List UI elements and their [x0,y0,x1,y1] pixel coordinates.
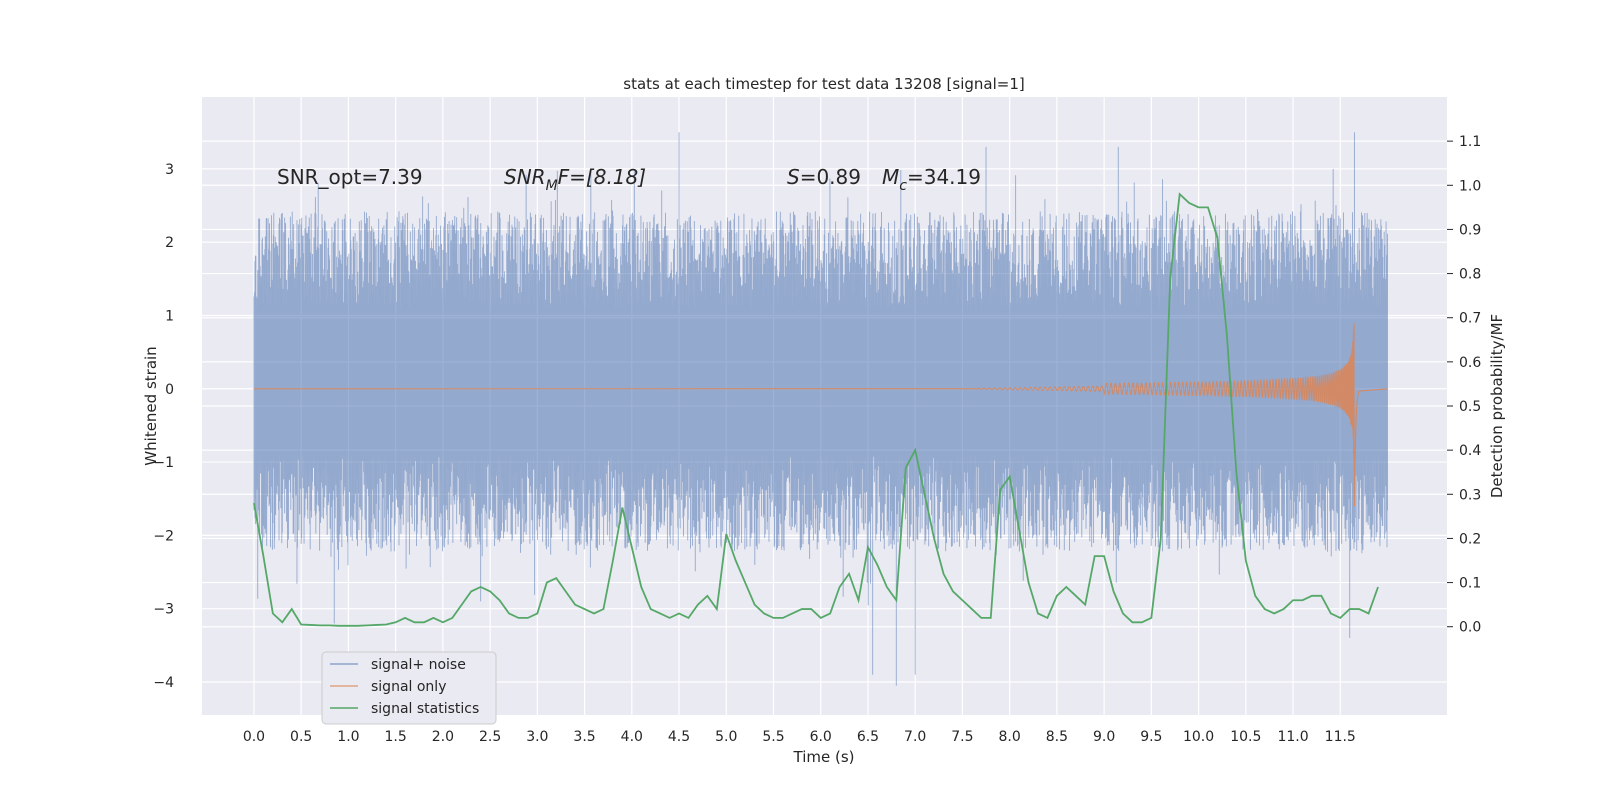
x-tick-label: 11.5 [1325,729,1356,745]
x-tick-label: 10.5 [1230,729,1261,745]
right-y-tick-label: 0.3 [1459,487,1481,503]
right-y-tick-label: 0.0 [1459,620,1481,636]
signal-only-series [253,323,1388,507]
left-y-axis-ticks: −4 −3 −2 −1 0 1 2 3 [153,162,174,691]
x-tick-label: 11.0 [1277,729,1308,745]
x-tick-label: 0.0 [243,729,265,745]
right-y-tick-label: 0.2 [1459,531,1481,547]
x-tick-label: 7.5 [951,729,973,745]
annotation-mc: Mc=34.19 [882,165,981,194]
x-tick-label: 6.0 [810,729,832,745]
right-y-tick-label: 0.9 [1459,222,1481,238]
left-y-tick-label: −1 [153,455,174,471]
annotation-s: S=0.89 [787,165,861,189]
x-tick-label: 9.0 [1093,729,1115,745]
x-tick-label: 2.5 [479,729,501,745]
x-axis-ticks: 0.0 0.5 1.0 1.5 2.0 2.5 3.0 3.5 4.0 4.5 5.0 5.5 6.0 6… [243,729,1356,745]
right-y-axis-ticks: 0.0 0.1 0.2 0.3 0.4 0.5 0.6 0.7 0.8 0.9 1.0 1.1 [1447,134,1481,636]
x-tick-label: 5.5 [762,729,784,745]
left-y-tick-label: −3 [153,602,174,618]
x-tick-label: 4.0 [621,729,643,745]
right-y-tick-label: 1.0 [1459,178,1481,194]
x-tick-label: 9.5 [1140,729,1162,745]
x-tick-label: 4.5 [668,729,690,745]
left-y-tick-label: 3 [165,162,174,178]
left-y-tick-label: −2 [153,528,174,544]
signal-only-line [253,323,1388,507]
right-y-tick-label: 0.6 [1459,355,1481,371]
left-y-tick-label: −4 [153,675,174,691]
annotation-snr-opt: SNR_opt=7.39 [277,165,423,189]
left-y-tick-label: 0 [165,382,174,398]
x-tick-label: 3.0 [526,729,548,745]
right-y-tick-label: 1.1 [1459,134,1481,150]
x-tick-label: 8.5 [1046,729,1068,745]
x-tick-label: 5.0 [715,729,737,745]
chart-title: stats at each timestep for test data 132… [623,75,1024,93]
legend: signal+ noise signal only signal statist… [321,651,497,725]
x-tick-label: 10.0 [1183,729,1214,745]
x-tick-label: 8.0 [999,729,1021,745]
right-y-tick-label: 0.7 [1459,311,1481,327]
x-tick-label: 1.0 [337,729,359,745]
signal-statistics-line [253,192,1379,627]
right-y-tick-label: 0.8 [1459,267,1481,283]
x-tick-label: 7.0 [904,729,926,745]
legend-label-signal-only: signal only [371,679,446,695]
right-y-axis-label: Detection probability/MF [1488,314,1506,498]
right-y-tick-label: 0.1 [1459,576,1481,592]
x-tick-label: 3.5 [573,729,595,745]
x-tick-label: 0.5 [290,729,312,745]
x-tick-label: 1.5 [385,729,407,745]
legend-box [321,651,497,725]
x-tick-label: 2.0 [432,729,454,745]
left-y-tick-label: 1 [165,308,174,324]
left-y-tick-label: 2 [165,235,174,251]
right-y-tick-label: 0.5 [1459,399,1481,415]
x-axis-label: Time (s) [793,748,855,766]
annotation-snr-mf: SNRMF=[8.18] [504,165,646,194]
left-y-axis-label: Whitened strain [142,346,160,465]
legend-label-signal-statistics: signal statistics [371,701,479,717]
right-y-tick-label: 0.4 [1459,443,1481,459]
x-tick-label: 6.5 [857,729,879,745]
legend-label-signal-noise: signal+ noise [371,657,466,673]
signal-statistics-series [253,192,1379,627]
